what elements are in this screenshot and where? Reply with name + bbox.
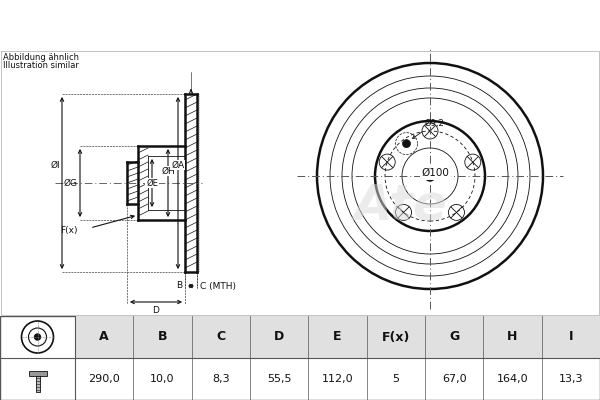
Text: D: D [152,306,160,315]
Text: 290,0: 290,0 [88,374,120,384]
Text: Ø100: Ø100 [421,168,449,178]
FancyBboxPatch shape [29,371,47,376]
Text: H: H [508,330,518,344]
Text: Illustration similar: Illustration similar [3,61,79,70]
Text: 55,5: 55,5 [267,374,292,384]
FancyBboxPatch shape [0,316,600,400]
Text: B: B [158,330,167,344]
Text: 13,3: 13,3 [559,374,583,384]
Text: A: A [100,330,109,344]
Text: Ate: Ate [353,182,447,230]
Text: D: D [274,330,284,344]
Text: F(x): F(x) [382,330,410,344]
Text: F(x): F(x) [60,226,77,234]
Text: C (MTH): C (MTH) [200,282,236,290]
Text: 112,0: 112,0 [322,374,353,384]
Text: 8,3: 8,3 [212,374,230,384]
Circle shape [35,334,41,340]
Text: C: C [216,330,226,344]
Text: E: E [333,330,342,344]
FancyBboxPatch shape [75,316,600,358]
Text: 164,0: 164,0 [497,374,529,384]
Text: 24.0110-0217.1    410217: 24.0110-0217.1 410217 [150,15,450,35]
Text: B: B [176,282,182,290]
FancyBboxPatch shape [35,376,40,392]
Text: 67,0: 67,0 [442,374,466,384]
Text: Ø9,2: Ø9,2 [413,119,444,138]
Circle shape [403,140,410,148]
Text: ØH: ØH [161,166,175,176]
Text: ØE: ØE [146,178,158,188]
Text: ØI: ØI [50,160,60,170]
Circle shape [425,171,435,181]
Text: G: G [449,330,459,344]
Text: ØG: ØG [64,178,78,188]
Text: ØA: ØA [172,160,185,170]
Text: 5: 5 [392,374,400,384]
Text: 10,0: 10,0 [150,374,175,384]
Text: I: I [569,330,573,344]
Text: Abbildung ähnlich: Abbildung ähnlich [3,53,79,62]
